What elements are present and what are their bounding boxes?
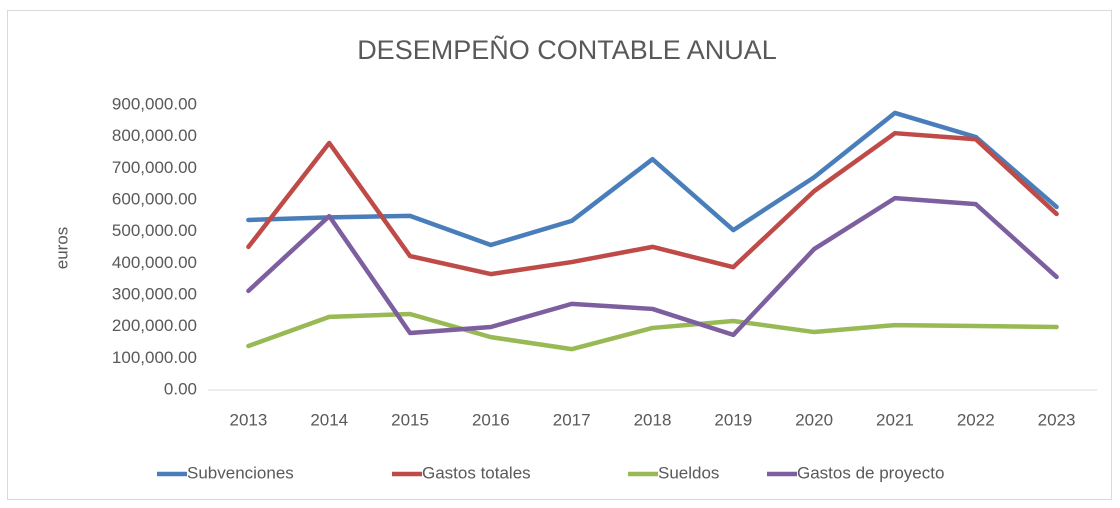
x-tick-label: 2022: [957, 410, 995, 429]
legend-label: Gastos totales: [422, 463, 531, 482]
x-tick-label: 2013: [229, 410, 267, 429]
y-tick-label: 100,000.00: [112, 348, 197, 367]
legend-label: Gastos de proyecto: [797, 463, 944, 482]
x-tick-label: 2016: [472, 410, 510, 429]
y-tick-label: 0.00: [164, 379, 197, 398]
y-tick-label: 500,000.00: [112, 221, 197, 240]
y-tick-label: 300,000.00: [112, 284, 197, 303]
series-line: [246, 130, 1059, 277]
x-tick-label: 2015: [391, 410, 429, 429]
series-line: [246, 195, 1059, 338]
x-tick-label: 2023: [1038, 410, 1076, 429]
x-tick-label: 2021: [876, 410, 914, 429]
x-tick-label: 2020: [795, 410, 833, 429]
y-tick-label: 700,000.00: [112, 158, 197, 177]
chart-title: DESEMPEÑO CONTABLE ANUAL: [357, 34, 777, 65]
y-tick-label: 600,000.00: [112, 189, 197, 208]
legend-label: Subvenciones: [187, 463, 294, 482]
y-tick-label: 400,000.00: [112, 253, 197, 272]
x-tick-label: 2018: [634, 410, 672, 429]
y-tick-label: 900,000.00: [112, 94, 197, 113]
x-tick-label: 2014: [310, 410, 348, 429]
y-axis-label: euros: [52, 227, 71, 270]
legend-label: Sueldos: [658, 463, 719, 482]
y-tick-label: 200,000.00: [112, 316, 197, 335]
x-tick-label: 2019: [714, 410, 752, 429]
chart-border: [7, 10, 1112, 500]
y-tick-label: 800,000.00: [112, 126, 197, 145]
x-tick-label: 2017: [553, 410, 591, 429]
series-line: [246, 311, 1059, 352]
